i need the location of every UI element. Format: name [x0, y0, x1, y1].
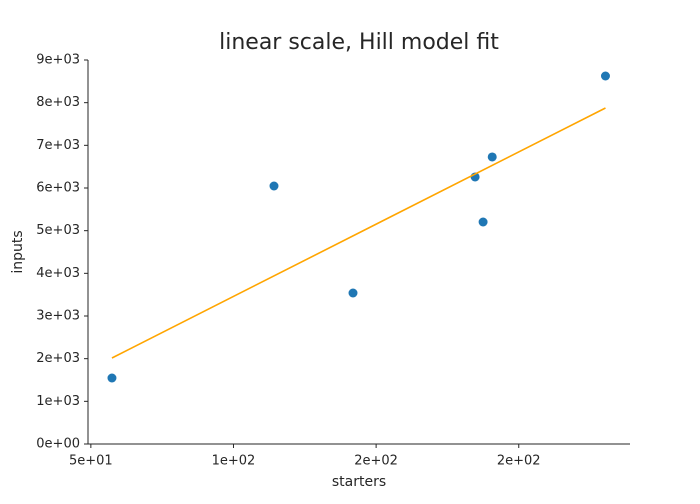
x-tick-label: 2e+02: [354, 454, 398, 469]
x-tick-label: 1e+02: [212, 454, 256, 469]
y-tick-label: 0e+00: [36, 437, 80, 452]
x-tick-label: 5e+01: [69, 454, 113, 469]
y-tick-label: 6e+03: [36, 181, 80, 196]
x-tick-label: 2e+02: [497, 454, 541, 469]
chart-title: linear scale, Hill model fit: [219, 30, 499, 55]
point: [107, 373, 117, 383]
point: [269, 181, 279, 191]
y-tick-label: 5e+03: [36, 223, 80, 238]
fit-line: [111, 107, 606, 359]
x-axis-label: starters: [332, 474, 386, 490]
y-tick-label: 7e+03: [36, 138, 80, 153]
y-tick-label: 9e+03: [36, 53, 80, 68]
point: [600, 71, 610, 81]
y-tick-label: 3e+03: [36, 309, 80, 324]
y-tick-label: 1e+03: [36, 394, 80, 409]
point: [487, 152, 497, 162]
y-tick-label: 2e+03: [36, 351, 80, 366]
y-axis-label: inputs: [10, 230, 26, 273]
y-tick-label: 4e+03: [36, 266, 80, 281]
y-tick-label: 8e+03: [36, 95, 80, 110]
point: [348, 288, 358, 298]
point: [478, 217, 488, 227]
